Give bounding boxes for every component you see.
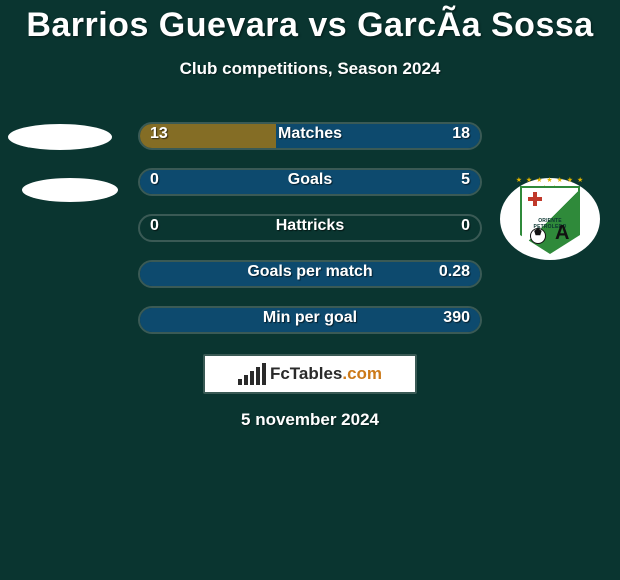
brand-suffix: .com — [342, 364, 382, 383]
team-left-badge — [8, 124, 112, 150]
stat-row: 05Goals — [138, 168, 482, 196]
stat-label: Matches — [140, 125, 480, 143]
stat-label: Goals — [140, 171, 480, 189]
stat-label: Min per goal — [140, 309, 480, 327]
brand-text: FcTables.com — [270, 364, 382, 384]
stat-row: 1318Matches — [138, 122, 482, 150]
crest-cross — [528, 192, 542, 206]
crest-ball — [530, 228, 546, 244]
team-left-badge — [22, 178, 118, 202]
stat-row: 390Min per goal — [138, 306, 482, 334]
crest-band-text: ORIENTE PETROLERO — [522, 218, 578, 230]
stat-label: Goals per match — [140, 263, 480, 281]
stat-row: 00Hattricks — [138, 214, 482, 242]
page-title: Barrios Guevara vs GarcÃa Sossa — [0, 0, 620, 45]
stat-label: Hattricks — [140, 217, 480, 235]
team-right-crest: ★ ★ ★ ★ ★ ★ ★ ★ ★ ORIENTE PETROLERO A — [500, 178, 600, 260]
date-text: 5 november 2024 — [0, 410, 620, 430]
brand-main: FcTables — [270, 364, 342, 383]
subtitle: Club competitions, Season 2024 — [0, 59, 620, 79]
brand-bars-icon — [238, 363, 266, 385]
stat-row: 0.28Goals per match — [138, 260, 482, 288]
crest-rig: A — [555, 222, 569, 245]
brand-box: FcTables.com — [203, 354, 417, 394]
stats-rows: 1318Matches 05Goals 00Hattricks 0.28Goals p… — [138, 122, 482, 352]
